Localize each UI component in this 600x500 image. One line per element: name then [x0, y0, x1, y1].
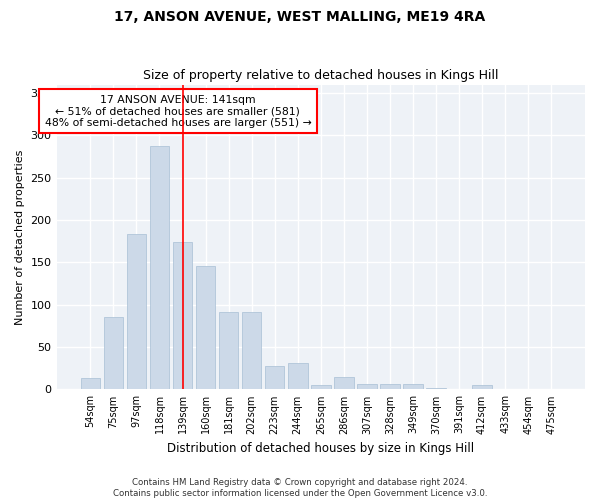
Title: Size of property relative to detached houses in Kings Hill: Size of property relative to detached ho… — [143, 69, 499, 82]
Y-axis label: Number of detached properties: Number of detached properties — [15, 150, 25, 324]
Bar — [380, 384, 400, 390]
Bar — [403, 384, 423, 390]
X-axis label: Distribution of detached houses by size in Kings Hill: Distribution of detached houses by size … — [167, 442, 475, 455]
Bar — [311, 385, 331, 390]
Bar — [196, 266, 215, 390]
Text: 17, ANSON AVENUE, WEST MALLING, ME19 4RA: 17, ANSON AVENUE, WEST MALLING, ME19 4RA — [115, 10, 485, 24]
Bar — [80, 378, 100, 390]
Bar — [472, 385, 492, 390]
Bar — [357, 384, 377, 390]
Bar — [219, 312, 238, 390]
Bar — [265, 366, 284, 390]
Bar — [173, 242, 193, 390]
Bar — [242, 312, 262, 390]
Bar — [288, 363, 308, 390]
Bar — [149, 146, 169, 390]
Bar — [127, 234, 146, 390]
Bar — [334, 376, 353, 390]
Bar — [104, 316, 123, 390]
Bar — [426, 388, 446, 390]
Text: 17 ANSON AVENUE: 141sqm
← 51% of detached houses are smaller (581)
48% of semi-d: 17 ANSON AVENUE: 141sqm ← 51% of detache… — [44, 94, 311, 128]
Text: Contains HM Land Registry data © Crown copyright and database right 2024.
Contai: Contains HM Land Registry data © Crown c… — [113, 478, 487, 498]
